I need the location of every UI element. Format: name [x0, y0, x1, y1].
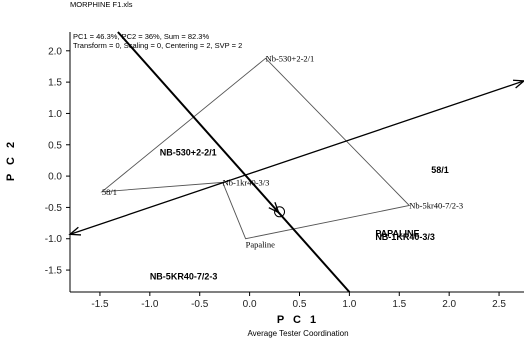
genotype-hull [100, 57, 411, 240]
tester-label: 58/1 [431, 165, 449, 175]
genotype-label: 58/1 [102, 187, 117, 197]
ate-arrowhead-left [68, 226, 82, 236]
average-tester-circle [274, 206, 286, 218]
x-axis-subtitle: Average Tester Coordination [247, 329, 348, 338]
genotype-label: Nb-530+2-2/1 [266, 53, 315, 63]
ate-abscissa-line [69, 80, 524, 235]
axes: -1.5 -1.0 -0.5 0.0 0.5 1.0 1.5 2.0 2.5 -1.5 -1.0 -0… [45, 32, 524, 310]
x-tick-label: 1.5 [392, 299, 406, 310]
x-tick-label: 1.0 [342, 299, 356, 310]
tester-label: NB-1KR40-3/3 [375, 232, 435, 242]
y-axis-label: P C 2 [5, 139, 17, 181]
tester-label: NB-5KR40-7/2-3 [150, 271, 218, 281]
y-tick-label: -1.0 [45, 234, 63, 245]
average-tester-arrowhead [268, 202, 280, 214]
params-line: Transform = 0, Scaling = 0, Centering = … [73, 41, 242, 50]
x-tick-label: -1.5 [91, 299, 109, 310]
plot-content: Nb-530+2-2/1 58/1 Nb-1kr40-3/3 Papaline Nb-5… [68, 31, 524, 293]
y-tick-label: -1.5 [45, 266, 63, 277]
x-tick-label: 2.5 [492, 299, 506, 310]
x-tick-label: -1.0 [141, 299, 159, 310]
genotype-label: Nb-1kr40-3/3 [223, 177, 270, 187]
y-tick-label: 1.5 [48, 78, 62, 89]
y-tick-label: -0.5 [45, 203, 63, 214]
stats-line: PC1 = 46.3%, PC2 = 36%, Sum = 82.3% [73, 32, 209, 41]
x-tick-label: 0.0 [243, 299, 257, 310]
x-tick-label: 2.0 [442, 299, 456, 310]
x-axis-label: P C 1 [277, 314, 319, 326]
y-tick-label: 0.0 [48, 172, 62, 183]
y-tick-label: 1.0 [48, 109, 62, 120]
y-tick-label: 2.0 [48, 46, 62, 57]
tester-label: NB-530+2-2/1 [160, 147, 217, 157]
ate-arrowhead-right [512, 79, 524, 89]
x-tick-label: -0.5 [191, 299, 209, 310]
ate-ordinate-line [117, 31, 351, 293]
genotype-label: Papaline [246, 240, 275, 250]
y-axis-label-group: P C 2 [5, 139, 17, 181]
tester-label: PAPALINE [375, 229, 419, 239]
x-tick-label: 0.5 [293, 299, 307, 310]
y-tick-label: 0.5 [48, 140, 62, 151]
genotype-label: Nb-5kr40-7/2-3 [409, 201, 463, 211]
file-name: MORPHINE F1.xls [70, 0, 133, 9]
